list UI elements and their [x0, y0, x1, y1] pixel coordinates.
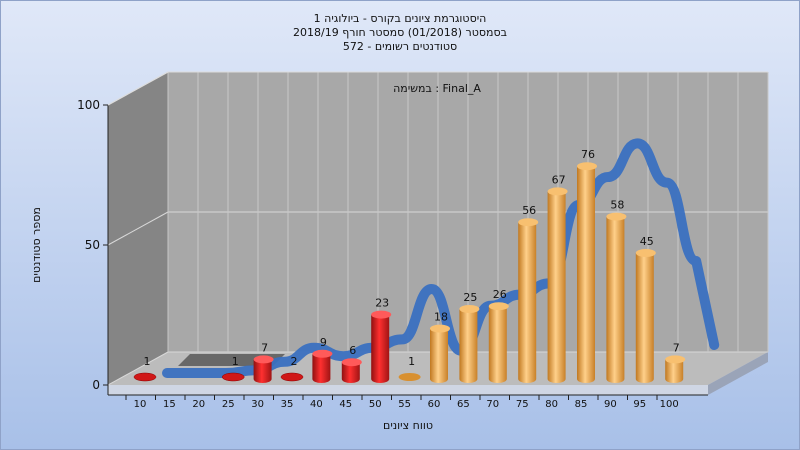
y-tick-label: 0: [92, 378, 100, 392]
bar: [133, 372, 157, 382]
x-tick-label: 75: [516, 399, 529, 410]
back-top-edge: [107, 71, 169, 106]
x-tick-label: 55: [398, 399, 411, 410]
bar: [371, 310, 392, 383]
data-label: 18: [434, 311, 448, 324]
x-tick-label: 40: [310, 399, 323, 410]
x-tick-label: 95: [633, 399, 646, 410]
bar: [398, 373, 421, 381]
x-tick-label: 25: [222, 399, 235, 410]
x-tick-label: 45: [339, 399, 352, 410]
bar: [518, 218, 539, 383]
floor-edge: [108, 385, 708, 395]
chart-title-line-3: 572 - סטודנטים רשומים: [343, 40, 457, 53]
x-tick-label: 90: [604, 399, 617, 410]
x-tick-label: 60: [428, 399, 441, 410]
bar: [280, 372, 304, 382]
chart-title-line-1: היסטוגרמת ציונים בקורס - ביולוגיה 1: [314, 12, 487, 25]
x-tick-label: 10: [134, 399, 147, 410]
floor-right-edge: [708, 352, 768, 395]
bar: [430, 324, 450, 383]
data-label: 1: [144, 355, 151, 368]
data-label: 26: [493, 288, 507, 301]
data-label: 1: [232, 355, 239, 368]
bars: [133, 162, 686, 383]
bar: [459, 305, 480, 383]
data-label: 45: [640, 235, 654, 248]
bar: [221, 372, 245, 382]
x-tick-label: 50: [369, 399, 382, 410]
bar: [665, 355, 686, 383]
x-axis-label: טווח ציונים: [383, 419, 433, 432]
gridline-horizontal: [107, 211, 169, 246]
x-tick-label: 70: [486, 399, 499, 410]
data-label: 58: [610, 199, 624, 212]
data-label: 7: [261, 341, 268, 354]
bar: [606, 212, 627, 383]
bar: [253, 355, 274, 383]
x-tick-label: 20: [192, 399, 205, 410]
x-tick-label: 30: [251, 399, 264, 410]
y-tick-label: 100: [77, 98, 100, 112]
gridline-horizontal: [107, 351, 169, 386]
data-label: 23: [375, 297, 389, 310]
x-tick-label: 35: [281, 399, 294, 410]
y-tick-label: 50: [85, 238, 100, 252]
x-tick-label: 65: [457, 399, 470, 410]
x-axis-ticks: 10 15 20 25 30 35 40 45 50 55 60 65 70 75 80 85 90 95 100: [125, 395, 679, 410]
x-tick-label: 100: [660, 399, 679, 410]
bar: [312, 349, 333, 383]
x-tick-label: 15: [163, 399, 176, 410]
bar: [577, 162, 597, 383]
data-labels: 1 1 7 2 9 6 23 1 18 25 26 56 67 76 58 45 7: [144, 148, 680, 368]
data-label: 7: [673, 341, 680, 354]
data-label: 2: [291, 355, 298, 368]
bar: [635, 249, 656, 383]
y-axis-ticks: 0 50 100: [77, 98, 108, 392]
data-label: 25: [463, 291, 477, 304]
bar: [488, 302, 509, 383]
bar: [341, 358, 362, 383]
y-axis-label: מספר סטודנטים: [30, 207, 43, 283]
x-tick-label: 85: [575, 399, 588, 410]
data-label: 67: [552, 173, 566, 186]
chart-subtitle: במשימה : Final_A: [393, 82, 481, 95]
data-label: 1: [408, 355, 415, 368]
data-label: 56: [522, 204, 536, 217]
data-label: 9: [320, 336, 327, 349]
chart-title-line-2: בסמסטר (01/2018) סמסטר חורף 2018/19: [293, 26, 507, 39]
data-label: 6: [349, 344, 356, 357]
bar: [547, 187, 568, 383]
x-tick-label: 80: [545, 399, 558, 410]
data-label: 76: [581, 148, 595, 161]
